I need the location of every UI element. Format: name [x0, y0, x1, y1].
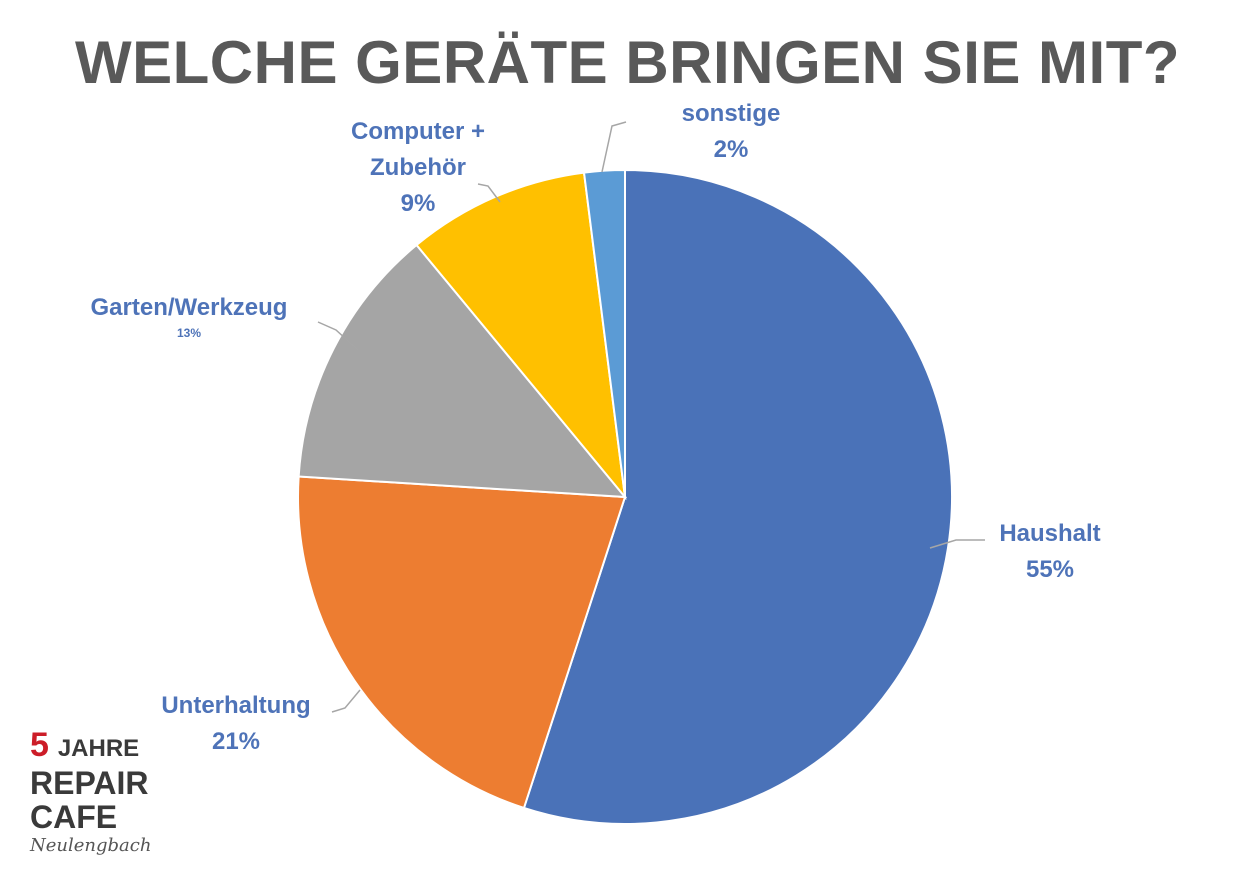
- logo-word-jahre: JAHRE: [57, 735, 140, 762]
- label-percent: 13%: [176, 326, 202, 340]
- logo-number: 5: [30, 726, 49, 764]
- logo-word-cafe: CAFE: [30, 799, 118, 835]
- label-percent: 21%: [211, 728, 261, 755]
- label-name-line2: Zubehör: [370, 154, 466, 181]
- data-label-sonstige: sonstige 2%: [666, 96, 796, 168]
- label-name: Unterhaltung: [161, 692, 311, 719]
- leader-line-sonstige: [601, 121, 627, 173]
- label-percent: 9%: [400, 190, 436, 217]
- data-label-unterhaltung: Unterhaltung 21%: [138, 688, 334, 760]
- label-name-line1: Computer +: [350, 118, 485, 145]
- data-label-computer-zubehoer: Computer + Zubehör 9%: [330, 114, 506, 222]
- chart-title: WELCHE GERÄTE BRINGEN SIE MIT?: [74, 29, 1181, 96]
- data-label-haushalt: Haushalt 55%: [985, 516, 1115, 588]
- logo-place-name: Neulengbach: [30, 835, 152, 856]
- leader-line-unterhaltung: [331, 689, 361, 713]
- label-percent: 2%: [713, 136, 749, 163]
- pie-slice-computer-zubeh-r: [415, 171, 627, 501]
- pie-slice-unterhaltung: [297, 475, 627, 810]
- label-percent: 55%: [1025, 556, 1075, 583]
- pie-slice-garten-werkzeug: [297, 243, 628, 499]
- label-name: Garten/Werkzeug: [90, 294, 288, 321]
- data-label-garten-werkzeug: Garten/Werkzeug 13%: [60, 290, 318, 340]
- pie-slice-sonstige: [582, 168, 626, 498]
- label-name: Haushalt: [999, 520, 1101, 547]
- leader-line-garten: [317, 321, 359, 351]
- logo-line-1: 5 JAHRE: [30, 728, 151, 766]
- leader-line-haushalt: [929, 539, 985, 549]
- pie-slice-haushalt: [522, 168, 953, 825]
- leader-line-computer: [477, 183, 501, 203]
- logo-word-repair: REPAIR: [30, 765, 149, 801]
- anniversary-logo: 5 JAHRE REPAIR CAFE Neulengbach: [30, 728, 151, 858]
- label-name: sonstige: [681, 100, 781, 127]
